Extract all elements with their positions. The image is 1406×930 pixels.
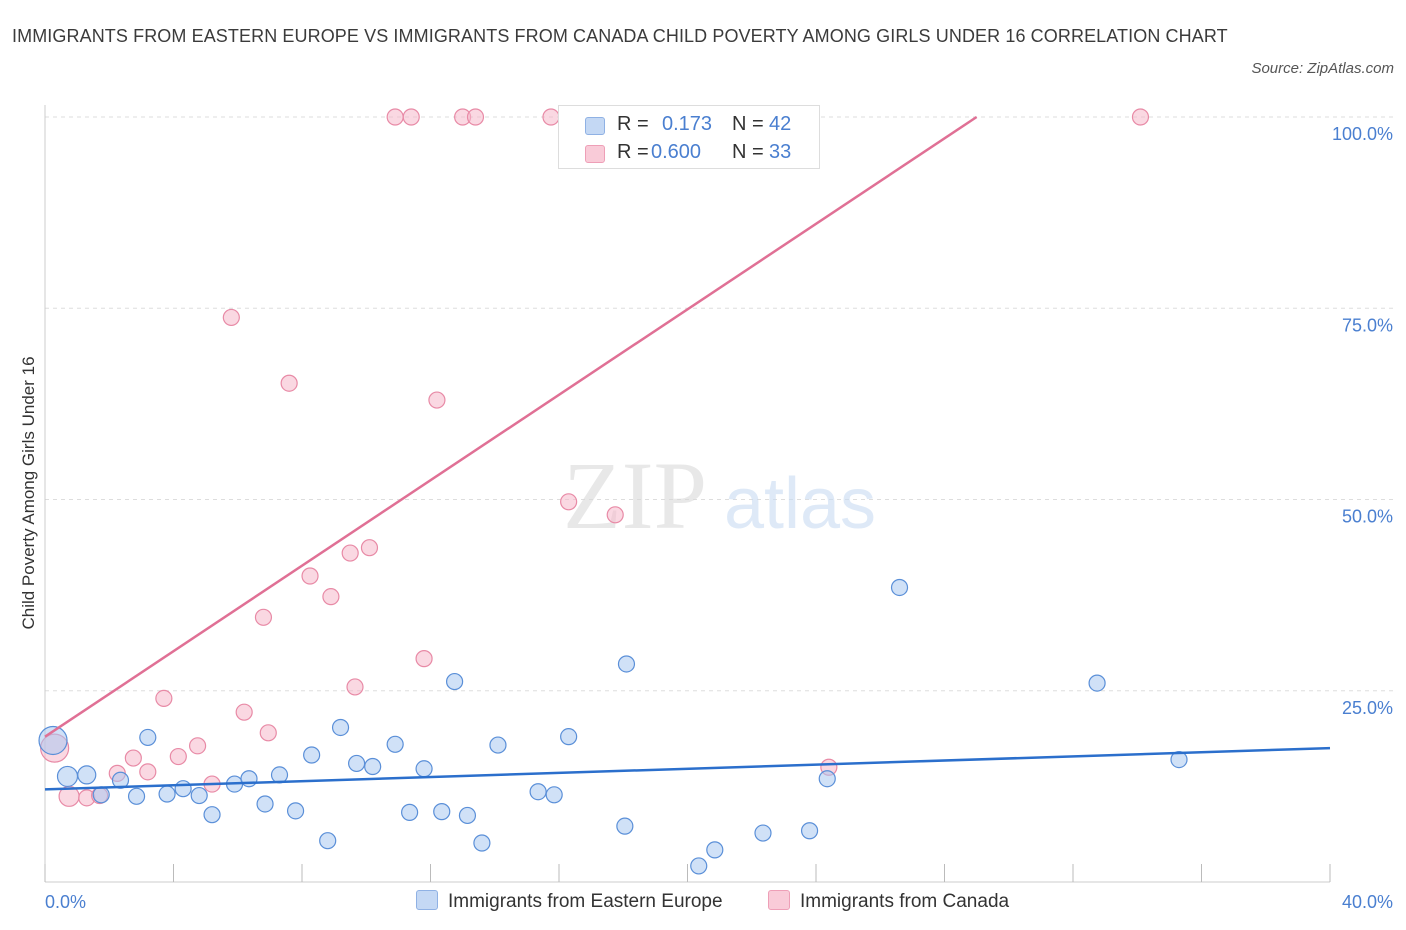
legend-n-value: 33 [769, 141, 792, 163]
bottom-legend-label: Immigrants from Eastern Europe [448, 891, 723, 912]
y-tick-label: 75.0% [1342, 315, 1393, 335]
x-tick-label: 0.0% [45, 892, 86, 912]
point-eastern-europe [1170, 750, 1188, 769]
point-canada [301, 567, 319, 585]
point-eastern-europe [401, 803, 419, 821]
point-eastern-europe [560, 728, 578, 746]
legend-row-canada: R = 0.600 N = 33 [559, 138, 819, 166]
point-canada [155, 689, 173, 708]
bottom-swatch-blue [416, 890, 438, 910]
bottom-swatch-pink [768, 890, 790, 910]
point-eastern-europe [529, 783, 547, 801]
grid-lines [45, 116, 1395, 692]
point-eastern-europe [415, 760, 433, 778]
point-canada [402, 108, 420, 126]
point-eastern-europe [240, 770, 258, 788]
point-eastern-europe [364, 757, 382, 776]
tick-labels: 100.0% 75.0% 50.0% 25.0% 0.0% 40.0% [45, 124, 1393, 912]
legend-r-label: R = [617, 113, 649, 135]
legend-swatch-pink [585, 145, 605, 163]
point-eastern-europe [616, 817, 634, 835]
legend-r-value: 0.600 [651, 141, 702, 163]
watermark-atlas: atlas [724, 464, 876, 544]
point-eastern-europe [158, 785, 176, 803]
point-canada [139, 763, 157, 781]
point-eastern-europe [706, 841, 724, 859]
point-canada [466, 108, 485, 126]
y-tick-label: 50.0% [1342, 507, 1393, 527]
point-eastern-europe [890, 578, 909, 597]
point-canada [542, 108, 560, 126]
trend-lines [44, 115, 1331, 791]
point-canada [415, 650, 433, 668]
point-canada [322, 588, 340, 606]
legend-r-label: R = [617, 141, 649, 163]
point-canada [560, 493, 578, 511]
point-eastern-europe [203, 806, 221, 824]
point-eastern-europe [256, 795, 274, 813]
point-eastern-europe [286, 802, 305, 820]
point-canada [188, 737, 207, 755]
point-eastern-europe [473, 834, 491, 852]
point-eastern-europe [445, 672, 464, 691]
point-eastern-europe [92, 786, 110, 804]
point-canada [280, 374, 298, 392]
point-canada [606, 506, 624, 524]
point-eastern-europe [386, 735, 404, 753]
point-canada [254, 608, 273, 626]
legend-n-label: N = [732, 141, 764, 163]
point-eastern-europe [190, 786, 208, 805]
x-tick-label: 40.0% [1342, 892, 1393, 912]
point-eastern-europe [818, 770, 836, 788]
legend-n-value: 42 [769, 113, 792, 135]
point-eastern-europe [489, 736, 507, 754]
point-eastern-europe [348, 754, 366, 773]
point-canada [386, 108, 404, 126]
point-canada [346, 678, 364, 696]
correlation-legend: R = 0.173 N = 42 R = 0.600 N = 33 [558, 105, 820, 169]
point-eastern-europe [77, 765, 97, 785]
point-eastern-europe [331, 718, 350, 737]
point-eastern-europe [127, 787, 146, 805]
source-label: Source: ZipAtlas.com [1251, 60, 1394, 77]
point-eastern-europe [545, 786, 563, 804]
y-tick-label: 25.0% [1342, 698, 1393, 718]
chart-title: IMMIGRANTS FROM EASTERN EUROPE VS IMMIGR… [12, 26, 1228, 46]
trend-line-canada [44, 115, 978, 738]
y-axis-label: Child Poverty Among Girls Under 16 [19, 356, 38, 629]
legend-swatch-blue [585, 117, 605, 135]
point-eastern-europe [690, 857, 708, 875]
point-eastern-europe [319, 832, 337, 850]
point-eastern-europe [617, 655, 636, 673]
bottom-legend-label: Immigrants from Canada [800, 891, 1010, 912]
bottom-legend-canada: Immigrants from Canada [768, 889, 1009, 915]
trend-line-eastern-europe [44, 746, 1331, 791]
point-eastern-europe [174, 780, 192, 798]
point-canada [341, 544, 359, 562]
legend-row-eastern-europe: R = 0.173 N = 42 [559, 110, 819, 138]
point-eastern-europe [38, 725, 68, 756]
point-eastern-europe [458, 806, 477, 825]
point-eastern-europe [139, 728, 157, 747]
point-canada [169, 747, 187, 766]
y-tick-label: 100.0% [1332, 124, 1393, 144]
point-canada [428, 391, 446, 409]
point-eastern-europe [303, 746, 321, 764]
legend-n-label: N = [732, 113, 764, 135]
legend-r-value: 0.173 [662, 113, 713, 135]
point-canada [360, 539, 379, 557]
point-canada [222, 308, 240, 327]
point-eastern-europe [754, 824, 772, 842]
point-eastern-europe [56, 765, 79, 788]
point-canada [259, 724, 277, 742]
point-canada [1131, 108, 1150, 126]
points-eastern-europe [38, 578, 1188, 875]
point-canada [235, 703, 253, 721]
point-eastern-europe [800, 822, 819, 840]
point-canada [124, 749, 142, 767]
point-eastern-europe [1088, 674, 1106, 692]
point-eastern-europe [433, 803, 451, 821]
watermark-zip: ZIP [563, 442, 707, 549]
bottom-legend-eastern-europe: Immigrants from Eastern Europe [416, 889, 723, 915]
